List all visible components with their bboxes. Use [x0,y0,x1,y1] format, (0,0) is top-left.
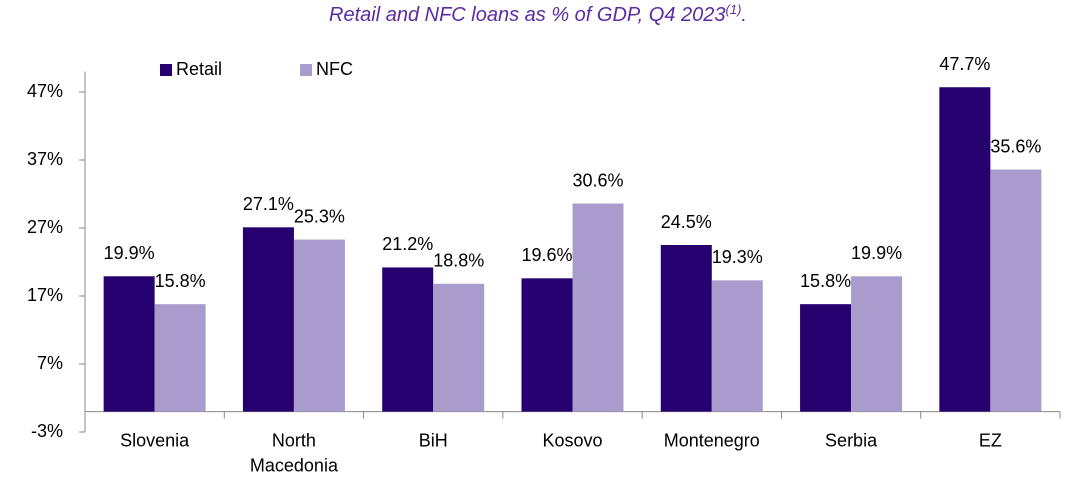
x-tick-label-line: Macedonia [250,455,339,475]
y-tick-label: 7% [37,353,63,373]
data-label: 19.3% [712,247,763,267]
data-label: 15.8% [155,271,206,291]
legend-label: NFC [316,59,353,79]
bar [433,283,485,412]
data-label: 25.3% [294,206,345,226]
legend-label: Retail [176,59,222,79]
legend-swatch [160,64,172,76]
bar [521,278,573,412]
bar [103,276,155,412]
y-tick-label: 27% [27,217,63,237]
y-tick-label: 37% [27,149,63,169]
title-superscript: (1) [726,2,742,17]
data-label: 30.6% [572,170,623,190]
bar [154,304,206,412]
bar [572,203,624,412]
data-label: 19.6% [521,245,572,265]
legend-swatch [300,64,312,76]
title-main: Retail and NFC loans as % of GDP, Q4 202… [329,4,726,26]
title-end: . [741,4,747,26]
data-label: 24.5% [661,212,712,232]
bar [939,87,991,412]
data-label: 47.7% [939,54,990,74]
x-tick-label-line: North [272,430,316,450]
bar [800,304,852,412]
bar [711,280,763,412]
bar [990,169,1042,412]
chart-title: Retail and NFC loans as % of GDP, Q4 202… [329,2,747,26]
x-tick-label: North Macedonia [250,430,339,475]
data-label: 19.9% [104,243,155,263]
data-label: 18.8% [433,251,484,271]
data-label: 27.1% [243,194,294,214]
bar [242,227,294,412]
bar [382,267,434,412]
x-tick-label: Montenegro [664,430,760,450]
data-label: 21.2% [382,234,433,254]
y-tick-label: 47% [27,81,63,101]
x-tick-label: BiH [419,430,448,450]
data-label: 35.6% [990,136,1041,156]
bar [851,276,903,412]
x-tick-label: Slovenia [120,430,190,450]
bar [293,239,345,412]
y-tick-label: -3% [31,421,63,441]
data-label: 15.8% [800,271,851,291]
bar [660,245,712,412]
x-tick-label: Kosovo [542,430,602,450]
data-label: 19.9% [851,243,902,263]
y-tick-label: 17% [27,285,63,305]
x-tick-label: Serbia [825,430,878,450]
x-tick-label: EZ [979,430,1002,450]
